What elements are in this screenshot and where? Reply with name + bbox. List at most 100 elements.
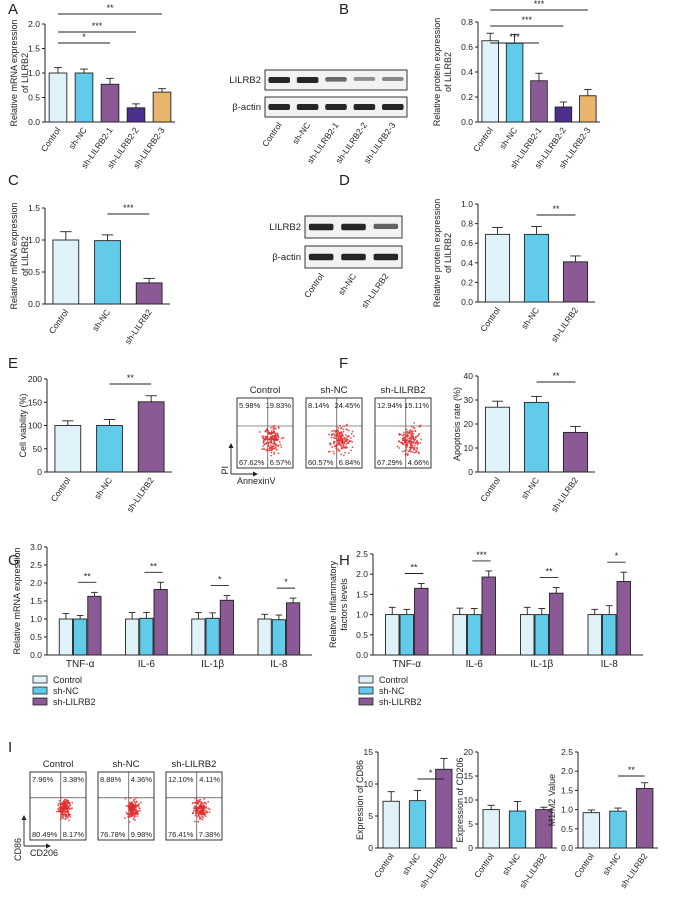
bar: [271, 619, 286, 656]
flow-event-dot: [409, 432, 412, 435]
flow-event-dot: [410, 434, 413, 437]
flow-event-dot: [267, 432, 270, 435]
arrow-head: [21, 815, 27, 820]
flow-event-dot: [349, 437, 352, 440]
flow-event-dot: [198, 807, 200, 810]
panel-letter: C: [8, 172, 19, 189]
panel-letter: E: [8, 355, 18, 372]
arrow-head: [253, 471, 258, 477]
flow-event-dot: [277, 438, 280, 441]
flow-event-dot: [341, 442, 344, 445]
flow-event-dot: [416, 447, 418, 450]
flow-event-dot: [266, 435, 269, 438]
flow-event-dot: [336, 443, 339, 446]
flow-event-dot: [269, 437, 272, 440]
significance-mark: **: [552, 371, 560, 381]
chart-E: 0 50 100 150 200 Control sh-NC sh-LILRB2 Cell vi…: [18, 373, 172, 514]
y-axis-label: Expression of CD206: [455, 757, 465, 842]
flow-event-dot: [69, 816, 72, 818]
flow-event-dot: [408, 431, 410, 434]
quadrant-percentage: 8.14%: [308, 401, 330, 410]
flow-event-dot: [342, 428, 345, 431]
flow-event-dot: [208, 808, 211, 811]
flow-event-dot: [64, 803, 66, 806]
flow-event-dot: [343, 441, 346, 444]
flow-event-dot: [413, 440, 415, 443]
flow-event-dot: [337, 429, 339, 431]
flow-event-dot: [275, 438, 278, 441]
flow-event-dot: [413, 444, 416, 447]
flow-event-dot: [57, 808, 60, 811]
flow-event-dot: [329, 444, 332, 446]
x-tick-label: IL-6: [466, 659, 484, 670]
flow-event-dot: [413, 448, 416, 451]
quadrant-percentage: 6.57%: [270, 458, 292, 467]
flow-event-dot: [68, 814, 70, 817]
flow-event-dot: [265, 428, 268, 431]
x-tick-label: Control: [39, 125, 63, 153]
flow-event-dot: [335, 446, 338, 448]
bar: [554, 106, 573, 123]
protein-band: [325, 104, 347, 110]
flow-event-dot: [340, 453, 343, 456]
blot-row-label: LILRB2: [229, 75, 261, 86]
flow-event-dot: [405, 444, 408, 447]
flow-event-dot: [268, 438, 271, 441]
bar: [87, 595, 102, 656]
significance-mark: **: [150, 561, 158, 571]
flow-event-dot: [270, 449, 273, 452]
significance-mark: ***: [534, 0, 545, 9]
flow-event-dot: [275, 448, 278, 451]
flow-event-dot: [418, 432, 421, 435]
flow-event-dot: [409, 437, 411, 439]
flow-event-dot: [129, 816, 132, 818]
flow-event-dot: [272, 445, 275, 448]
flow-event-dot: [406, 441, 408, 444]
flow-event-dot: [135, 800, 138, 803]
flow-plot-title: sh-NC: [113, 759, 140, 770]
x-tick-label: sh-LILRB2: [125, 475, 156, 514]
significance-mark: ***: [92, 21, 103, 31]
flow-event-dot: [403, 438, 406, 441]
flow-event-dot: [65, 813, 68, 816]
flow-event-dot: [202, 809, 205, 812]
y-tick-label: 30: [464, 395, 474, 405]
y-tick-label: 1.5: [561, 785, 573, 795]
quadrant-percentage: 6.84%: [339, 458, 361, 467]
flow-event-dot: [420, 438, 423, 441]
flow-event-dot: [279, 443, 282, 446]
bar: [382, 800, 400, 849]
flow-event-dot: [125, 804, 128, 807]
flow-event-dot: [272, 435, 275, 438]
bar: [452, 614, 467, 656]
flow-event-dot: [412, 426, 415, 429]
flow-event-dot: [61, 807, 64, 810]
y-tick-label: 20: [464, 419, 474, 429]
protein-band: [382, 77, 404, 82]
y-tick-label: 1.0: [28, 68, 40, 78]
flow-x-axis-label: AnnexinV: [237, 476, 276, 486]
bar: [549, 592, 564, 656]
flow-event-dot: [398, 440, 400, 443]
flow-event-dot: [273, 440, 276, 443]
flow-event-dot: [339, 427, 342, 430]
bar: [505, 42, 524, 123]
flow-event-dot: [262, 435, 265, 438]
flow-event-dot: [201, 807, 204, 810]
flow-plot-frame: [236, 397, 294, 469]
flow-event-dot: [333, 452, 335, 455]
blot-row-label: β-actin: [272, 252, 301, 263]
y-tick-label: 0.4: [461, 258, 473, 268]
y-tick-label: 0: [368, 843, 373, 853]
bar: [100, 83, 120, 123]
flow-event-dot: [350, 449, 353, 452]
flow-event-dot: [60, 796, 63, 799]
flow-event-dot: [341, 439, 344, 442]
flow-event-dot: [203, 804, 205, 807]
flow-event-dot: [277, 436, 280, 439]
x-tick-label: sh-NC: [67, 125, 89, 150]
flow-event-dot: [125, 811, 128, 814]
flow-event-dot: [404, 450, 406, 452]
quadrant-percentage: 60.57%: [308, 458, 334, 467]
y-tick-label: 10: [364, 779, 374, 789]
